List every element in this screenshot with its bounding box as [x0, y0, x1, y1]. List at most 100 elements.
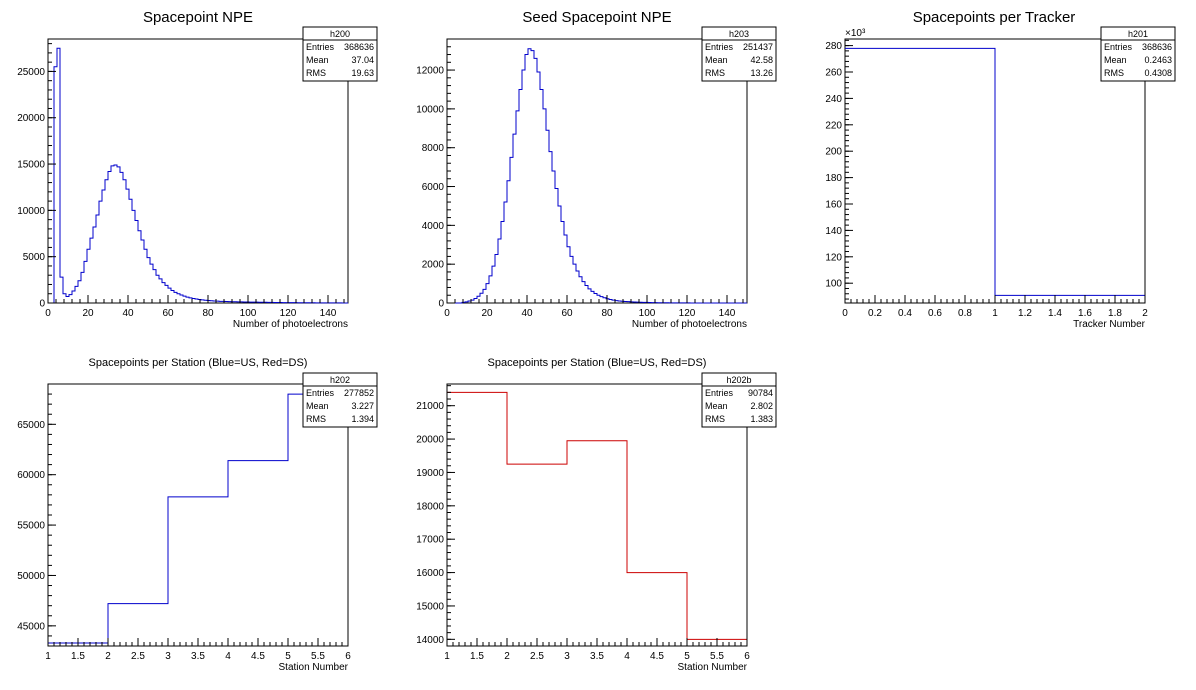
histogram-bin [141, 240, 144, 303]
histogram-bin [258, 302, 261, 303]
histogram-bin [66, 297, 69, 303]
histogram-bin [105, 180, 108, 303]
y-tick-label: 18000 [416, 501, 444, 512]
x-tick-label: 120 [679, 308, 696, 319]
histogram-line [845, 47, 1145, 296]
x-tick-label: 5.5 [710, 651, 724, 662]
x-tick-label: 60 [162, 308, 174, 319]
histogram-bin [276, 302, 279, 303]
y-tick-label: 45000 [17, 621, 45, 632]
stats-entries-value: 251437 [743, 42, 773, 52]
stats-entries-value: 368636 [344, 42, 374, 52]
histogram-bin [84, 261, 87, 303]
histogram-line [48, 47, 348, 304]
histogram-bin [627, 302, 630, 303]
y-tick-label: 14000 [416, 635, 444, 646]
stats-frame [302, 26, 378, 82]
histogram-bin [210, 301, 213, 303]
histogram-bin [995, 295, 1145, 303]
x-tick-label: 4.5 [251, 651, 265, 662]
x-tick-label: 2 [105, 651, 111, 662]
chart-title: Spacepoints per Tracker [913, 9, 1076, 26]
histogram-bin [219, 301, 222, 303]
histogram-bin [567, 247, 570, 303]
histogram-bin [111, 166, 114, 303]
histogram-bin [594, 293, 597, 303]
histogram-bin [99, 201, 102, 303]
stats-rms-label: RMS [1104, 68, 1124, 78]
stats-entries-label: Entries [306, 388, 335, 398]
histogram-bin [162, 283, 165, 303]
stats-name: h202 [330, 375, 350, 385]
y-tick-label: 16000 [416, 568, 444, 579]
x-tick-label: 3 [165, 651, 171, 662]
y-tick-label: 10000 [17, 206, 45, 217]
stats-mean-label: Mean [306, 55, 329, 65]
x-axis-label: Number of photoelectrons [233, 319, 348, 330]
stats-entries-label: Entries [1104, 42, 1133, 52]
histogram-bin [117, 167, 120, 303]
x-tick-label: 0.8 [958, 308, 972, 319]
histogram-bin [555, 188, 558, 303]
stats-mean-label: Mean [306, 401, 329, 411]
histogram-bin [531, 51, 534, 303]
histogram-bin [558, 206, 561, 303]
histogram-bin [609, 300, 612, 303]
stats-mean-value: 42.58 [750, 55, 773, 65]
x-tick-label: 20 [481, 308, 493, 319]
histogram-bin [585, 286, 588, 303]
x-tick-label: 0 [842, 308, 848, 319]
stats-frame [701, 372, 777, 428]
hist-panel-h203: Seed Spacepoint NPE 0 20 40 60 80 100 120 140 0 20… [416, 9, 777, 330]
y-tick-label: 8000 [422, 143, 445, 154]
histogram-bin [504, 202, 507, 303]
histogram-bin [519, 89, 522, 303]
y-tick-label: 140 [825, 226, 842, 237]
x-tick-label: 1 [444, 651, 450, 662]
histogram-bin [93, 227, 96, 303]
histogram-bin [627, 573, 687, 646]
histogram-bin [600, 297, 603, 303]
stats-frame [302, 372, 378, 428]
histogram-bin [501, 221, 504, 303]
stats-name: h201 [1128, 29, 1148, 39]
stats-mean-value: 0.2463 [1144, 55, 1172, 65]
histogram-bin [225, 302, 228, 303]
histogram-bin [102, 190, 105, 303]
histogram-bin [492, 266, 495, 303]
x-tick-label: 140 [719, 308, 736, 319]
x-tick-label: 2.5 [530, 651, 544, 662]
histogram-line [48, 393, 348, 644]
stats-rms-label: RMS [306, 68, 326, 78]
histogram-bin [129, 199, 132, 303]
histogram-bin [123, 180, 126, 303]
histogram-bin [567, 441, 627, 646]
stats-box: h201 Entries 368636 Mean 0.2463 RMS 0.4308 [1100, 26, 1176, 82]
x-tick-label: 6 [744, 651, 750, 662]
histogram-bin [522, 70, 525, 303]
y-tick-label: 280 [825, 41, 842, 52]
histogram-bin [144, 249, 147, 303]
histogram-bin [513, 134, 516, 303]
histogram-bin [618, 301, 621, 303]
histogram-bin [483, 289, 486, 303]
stats-rms-value: 0.4308 [1144, 68, 1172, 78]
y-tick-label: 25000 [17, 67, 45, 78]
chart-title: Spacepoints per Station (Blue=US, Red=DS… [89, 357, 308, 369]
x-tick-label: 3.5 [191, 651, 205, 662]
y-tick-label: 200 [825, 147, 842, 158]
y-tick-label: 0 [39, 299, 45, 310]
histogram-bin [150, 264, 153, 303]
histogram-bin [252, 302, 255, 303]
histogram-bin [549, 152, 552, 303]
stats-rms-value: 19.63 [351, 68, 374, 78]
x-tick-label: 5.5 [311, 651, 325, 662]
y-tick-label: 10000 [416, 104, 444, 115]
stats-frame [1100, 26, 1176, 82]
x-tick-label: 100 [240, 308, 257, 319]
stats-name: h200 [330, 29, 350, 39]
y-tick-label: 100 [825, 279, 842, 290]
histogram-bin [234, 302, 237, 303]
histogram-bin [465, 302, 468, 303]
